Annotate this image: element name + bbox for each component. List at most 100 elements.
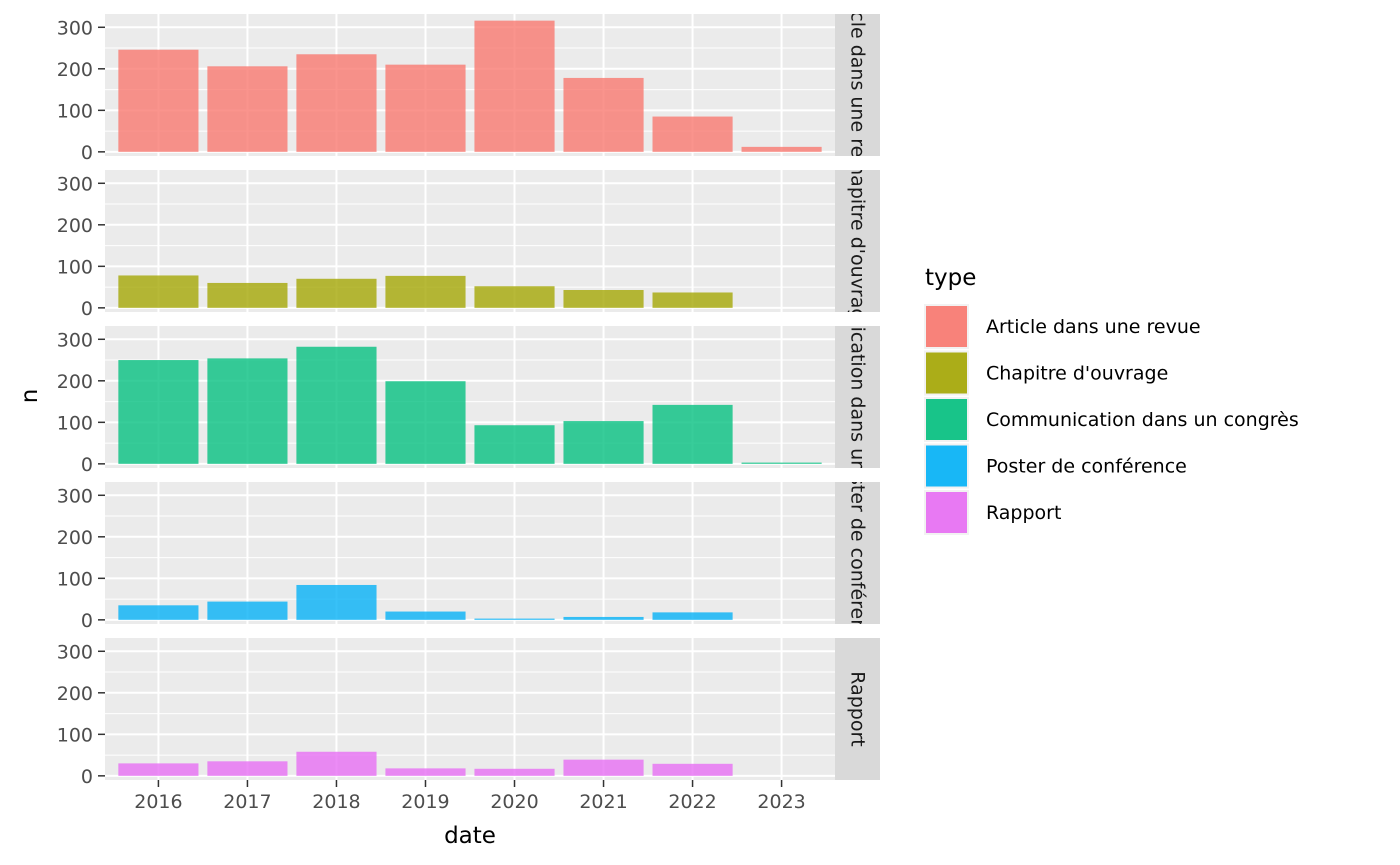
bar-chapitre-d-ouvrage-2021 [563, 289, 644, 308]
y-tick-label: 300 [57, 641, 93, 663]
x-tick-label-2020: 2020 [490, 791, 538, 813]
legend-key [926, 492, 967, 533]
bar-article-dans-une-revue-2020 [474, 20, 555, 152]
bar-communication-dans-un-congres-2018 [296, 346, 377, 464]
y-tick-label: 100 [57, 256, 93, 278]
legend-item-communication-dans-un-congres: Communication dans un congrès [924, 397, 1299, 442]
facet-strip [835, 482, 880, 624]
legend-label: Rapport [986, 502, 1061, 524]
y-tick-label: 300 [57, 329, 93, 351]
legend-label: Article dans une revue [986, 316, 1201, 338]
y-tick-label: 0 [81, 766, 93, 788]
facet-communication-dans-un-congres: 0 100 200 300 Communication dans un congrès [57, 241, 880, 554]
bar-communication-dans-un-congres-2017 [207, 358, 288, 464]
legend-label: Poster de conférence [986, 456, 1187, 478]
bar-rapport-2019 [385, 768, 466, 776]
facet-strip-label: Article dans une revue [847, 0, 869, 192]
bar-chapitre-d-ouvrage-2019 [385, 275, 466, 308]
bar-article-dans-une-revue-2021 [563, 77, 644, 152]
bar-poster-de-conference-2016 [118, 605, 199, 620]
facet-strip-label: Rapport [847, 671, 869, 746]
bar-article-dans-une-revue-2017 [207, 66, 288, 152]
bar-rapport-2021 [563, 759, 644, 776]
legend-item-article-dans-une-revue: Article dans une revue [924, 304, 1201, 349]
legend-key [926, 306, 967, 347]
y-tick-label: 200 [57, 215, 93, 237]
y-tick-label: 100 [57, 568, 93, 590]
x-tick-label-2016: 2016 [134, 791, 182, 813]
y-tick-label: 100 [57, 412, 93, 434]
legend-label: Chapitre d'ouvrage [986, 363, 1168, 385]
bar-article-dans-une-revue-2018 [296, 54, 377, 152]
bar-rapport-2016 [118, 763, 199, 776]
legend-label: Communication dans un congrès [986, 409, 1299, 431]
y-tick-label: 100 [57, 100, 93, 122]
bar-communication-dans-un-congres-2019 [385, 381, 466, 464]
facet-strip-label: Chapitre d'ouvrage [847, 150, 869, 332]
facet-strip-label: Poster de conférence [847, 453, 869, 654]
bar-communication-dans-un-congres-2023 [741, 462, 822, 464]
bar-poster-de-conference-2020 [474, 618, 555, 620]
y-tick-label: 0 [81, 610, 93, 632]
y-tick-label: 0 [81, 142, 93, 164]
bar-poster-de-conference-2018 [296, 584, 377, 620]
bar-rapport-2017 [207, 761, 288, 776]
bar-poster-de-conference-2019 [385, 611, 466, 620]
panel-background [105, 482, 835, 624]
y-tick-label: 300 [57, 173, 93, 195]
bar-chapitre-d-ouvrage-2020 [474, 286, 555, 308]
y-tick-label: 0 [81, 298, 93, 320]
x-tick-label-2019: 2019 [401, 791, 449, 813]
legend-item-rapport: Rapport [924, 490, 1061, 535]
x-axis: 2016 2017 2018 2019 2020 2021 2022 2023 [134, 780, 806, 813]
y-tick-label: 300 [57, 17, 93, 39]
x-tick-label-2018: 2018 [312, 791, 360, 813]
x-tick-label-2023: 2023 [757, 791, 805, 813]
legend: type Article dans une revue Chapitre d'ou… [924, 265, 1299, 535]
bar-communication-dans-un-congres-2021 [563, 421, 644, 464]
facet-chapitre-d-ouvrage: 0 100 200 300 Chapitre d'ouvrage [57, 150, 880, 332]
bar-article-dans-une-revue-2023 [741, 146, 822, 152]
facet-article-dans-une-revue: 0 100 200 300 Article dans une revue [57, 0, 880, 192]
y-tick-label: 200 [57, 527, 93, 549]
bar-rapport-2022 [652, 763, 733, 776]
legend-item-chapitre-d-ouvrage: Chapitre d'ouvrage [924, 350, 1168, 396]
x-tick-label-2022: 2022 [668, 791, 716, 813]
bar-chapitre-d-ouvrage-2022 [652, 292, 733, 308]
facet-strip-label: Communication dans un congrès [847, 241, 869, 554]
y-tick-label: 100 [57, 724, 93, 746]
bar-chapitre-d-ouvrage-2016 [118, 275, 199, 308]
facet-strip [835, 14, 880, 156]
bar-rapport-2018 [296, 751, 377, 776]
bar-chapitre-d-ouvrage-2017 [207, 282, 288, 308]
y-tick-label: 200 [57, 683, 93, 705]
bar-chapitre-d-ouvrage-2018 [296, 278, 377, 308]
legend-item-poster-de-conference: Poster de conférence [924, 443, 1187, 489]
facet-poster-de-conference: 0 100 200 300 Poster de conférence [57, 453, 880, 654]
bar-article-dans-une-revue-2019 [385, 64, 466, 152]
y-tick-label: 200 [57, 371, 93, 393]
y-tick-label: 300 [57, 485, 93, 507]
bar-communication-dans-un-congres-2016 [118, 360, 199, 464]
legend-key [926, 352, 967, 394]
bar-article-dans-une-revue-2016 [118, 49, 199, 152]
facet-strip [835, 326, 880, 468]
bar-rapport-2020 [474, 768, 555, 776]
facet-strip [835, 170, 880, 312]
facet-strip [835, 638, 880, 780]
x-axis-title: date [444, 823, 496, 849]
facet-rapport: 0 100 200 300 Rapport [57, 638, 880, 788]
facet-panels: 0 100 200 300 Article dans une revue 0 100 200 3… [57, 0, 880, 788]
legend-key [926, 399, 967, 440]
legend-key [926, 445, 967, 487]
bar-poster-de-conference-2022 [652, 612, 733, 620]
y-tick-label: 200 [57, 59, 93, 81]
y-tick-label: 0 [81, 454, 93, 476]
x-tick-label-2021: 2021 [579, 791, 627, 813]
bar-communication-dans-un-congres-2022 [652, 404, 733, 464]
panel-background [105, 638, 835, 780]
bar-poster-de-conference-2017 [207, 601, 288, 620]
y-axis-title: n [17, 389, 43, 404]
legend-title: type [925, 265, 976, 291]
